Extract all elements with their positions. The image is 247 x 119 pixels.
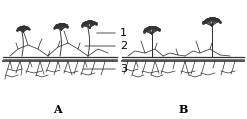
Text: 2: 2 (120, 41, 127, 51)
Text: B: B (178, 104, 188, 115)
Text: A: A (53, 104, 61, 115)
Text: 1: 1 (120, 28, 127, 38)
Text: 3: 3 (120, 64, 127, 74)
